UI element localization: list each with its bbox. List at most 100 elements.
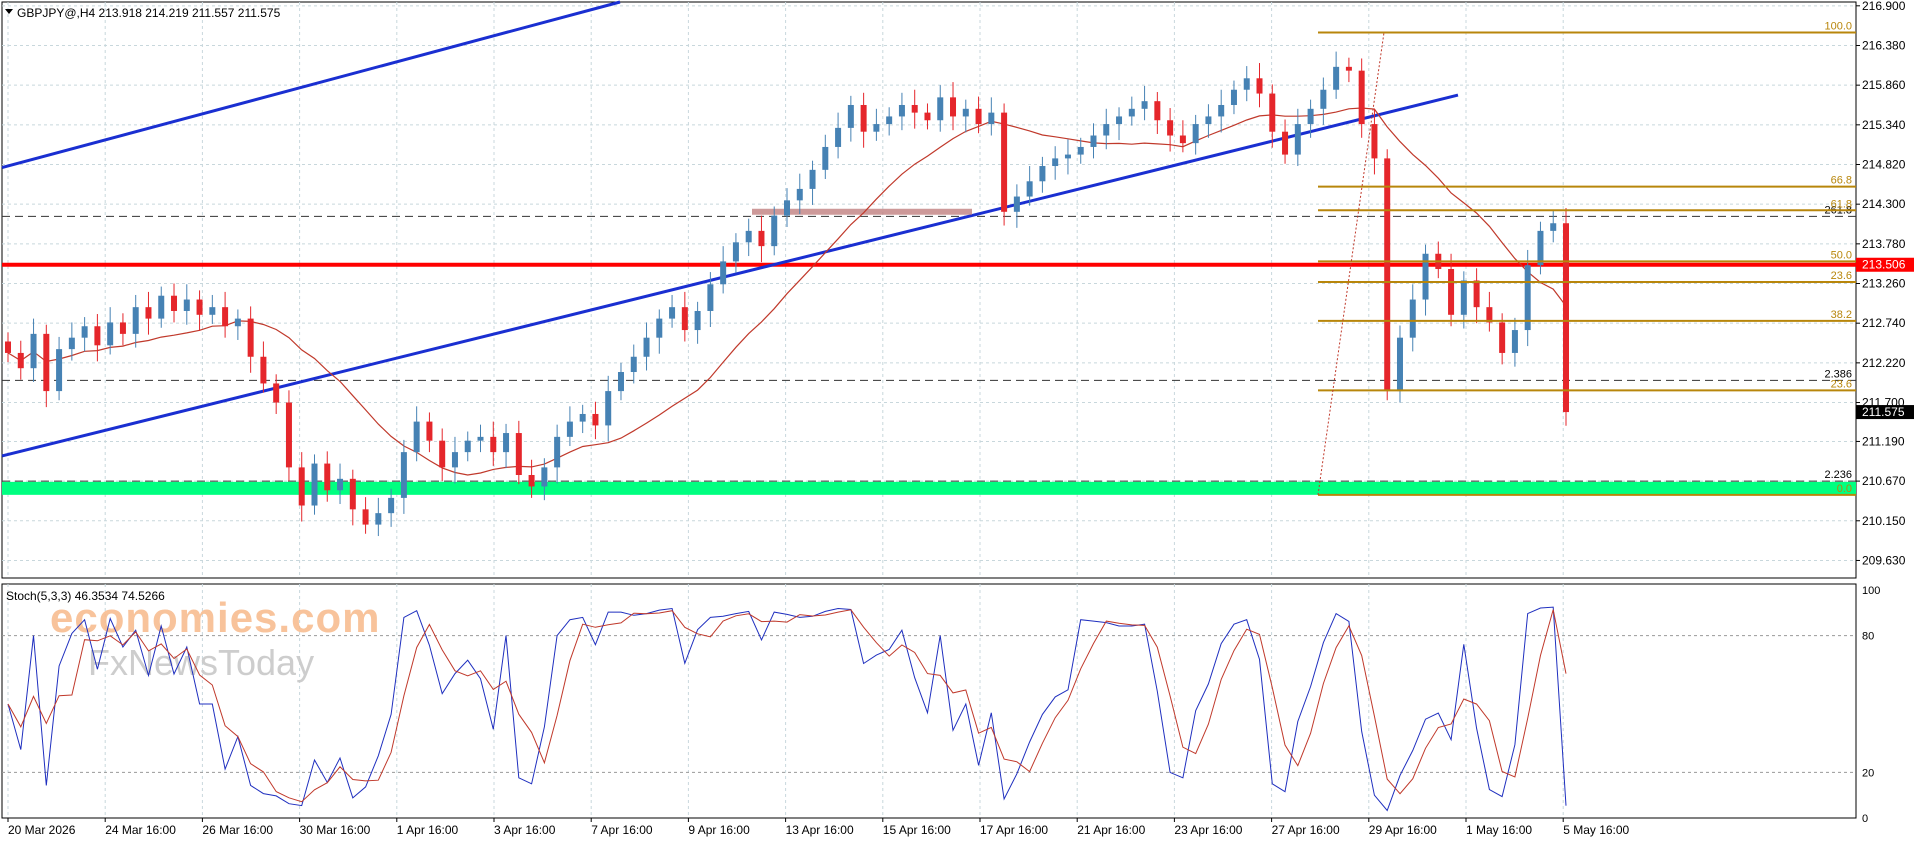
candle-body xyxy=(1269,93,1276,132)
candle-body xyxy=(349,478,356,510)
candle-body xyxy=(898,104,905,117)
fibonacci-retracement[interactable]: 100.0 66.8 61.8 50.0 23.6 38.2 23.6 0.0 xyxy=(1317,21,1856,496)
candle-body xyxy=(68,337,75,350)
candle-body xyxy=(285,402,292,468)
candle-body xyxy=(400,452,407,498)
price-tick-label: 210.150 xyxy=(1862,514,1906,528)
time-tick-label: 23 Apr 16:00 xyxy=(1174,823,1242,837)
candle-body xyxy=(835,127,842,147)
candle-body xyxy=(413,421,420,453)
candle-body xyxy=(720,261,727,285)
candle-body xyxy=(1116,116,1123,125)
candle-body xyxy=(707,284,714,311)
candle-body xyxy=(1358,70,1365,125)
stoch-axis-label: 0 xyxy=(1862,813,1868,825)
candle-body xyxy=(1243,78,1250,90)
candle-body xyxy=(847,104,854,128)
candle-body xyxy=(1064,154,1071,159)
candle-body xyxy=(1039,166,1046,182)
fib-level-label: 61.8 xyxy=(1831,198,1852,210)
candle-body xyxy=(171,295,178,311)
price-tick-label: 216.900 xyxy=(1862,0,1906,13)
price-tick-label: 213.780 xyxy=(1862,237,1906,251)
candle-body xyxy=(477,436,484,441)
candle-body xyxy=(132,307,139,334)
support-zone xyxy=(2,481,1856,495)
stoch-axis-label: 80 xyxy=(1862,631,1874,643)
candle-body xyxy=(1320,89,1327,109)
candle-body xyxy=(860,104,867,132)
candle-body xyxy=(1205,116,1212,125)
candle-body xyxy=(1179,135,1186,144)
candle-body xyxy=(1230,89,1237,105)
price-tick-label: 212.740 xyxy=(1862,316,1906,330)
candle-body xyxy=(94,326,101,346)
candle-body xyxy=(1167,120,1174,136)
candle-body xyxy=(1473,280,1480,308)
chart-header: GBPJPY@,H4 213.918 214.219 211.557 211.5… xyxy=(5,6,281,20)
time-tick-label: 29 Apr 16:00 xyxy=(1369,823,1437,837)
candle-body xyxy=(975,108,982,125)
candle-body xyxy=(962,108,969,117)
time-tick-label: 15 Apr 16:00 xyxy=(883,823,951,837)
channel-lower-line xyxy=(1,93,1459,458)
candle-body xyxy=(617,372,624,392)
candle-body xyxy=(873,124,880,132)
price-tick-label: 214.300 xyxy=(1862,197,1906,211)
stoch-frame xyxy=(1,583,1857,819)
stochastic-panel: Stoch(5,3,3) 46.3534 74.5266 100 80 20 0 xyxy=(2,585,1880,825)
price-tick-label: 215.340 xyxy=(1862,118,1906,132)
candle-body xyxy=(451,452,458,468)
current-level-label: 213.506 xyxy=(1862,258,1906,272)
main-frame xyxy=(1,1,1857,579)
current-level-tag xyxy=(1856,257,1914,272)
highlight-bar xyxy=(752,208,972,215)
candle-body xyxy=(362,509,369,525)
candle-body xyxy=(145,307,152,319)
candle-body xyxy=(158,295,165,319)
candle-body xyxy=(1128,108,1135,117)
candle-body xyxy=(1460,280,1467,315)
stoch-label: Stoch(5,3,3) 46.3534 74.5266 xyxy=(6,589,165,603)
last-price-label: 211.575 xyxy=(1862,405,1905,419)
candle-body xyxy=(311,463,318,506)
candle-body xyxy=(924,112,931,121)
candle-body xyxy=(937,97,944,121)
candle-body xyxy=(1294,124,1301,155)
candle-body xyxy=(1001,112,1008,212)
candle-body xyxy=(196,299,203,315)
time-tick-label: 1 Apr 16:00 xyxy=(397,823,459,837)
time-tick-label: 24 Mar 16:00 xyxy=(105,823,176,837)
time-tick-label: 9 Apr 16:00 xyxy=(688,823,750,837)
candle-body xyxy=(260,356,267,384)
candle-body xyxy=(273,383,280,403)
candle-body xyxy=(43,333,50,392)
candle-body xyxy=(1052,158,1059,167)
time-axis: 20 Mar 2026 24 Mar 16:00 26 Mar 16:00 30 Ma… xyxy=(7,818,1630,837)
candle-body xyxy=(81,326,88,338)
candle-body xyxy=(1486,307,1493,323)
time-tick-label: 27 Apr 16:00 xyxy=(1272,823,1340,837)
candle-body xyxy=(56,349,63,392)
price-tick-label: 214.820 xyxy=(1862,158,1906,172)
fib-level-label: 38.2 xyxy=(1831,309,1852,321)
candle-body xyxy=(809,169,816,189)
time-tick-label: 5 May 16:00 xyxy=(1563,823,1629,837)
candle-body xyxy=(1026,181,1033,197)
watermark-sub: FxNewsToday xyxy=(88,642,314,683)
symbol-info: GBPJPY@,H4 213.918 214.219 211.557 211.5… xyxy=(17,6,281,20)
fib-level-label: 100.0 xyxy=(1824,21,1852,33)
time-tick-label: 20 Mar 2026 xyxy=(8,823,76,837)
candle-body xyxy=(388,497,395,514)
candle-body xyxy=(669,307,676,319)
candle-body xyxy=(324,463,331,491)
price-tick-label: 215.860 xyxy=(1862,78,1906,92)
candle-body xyxy=(337,478,344,491)
candle-body xyxy=(1103,124,1110,136)
trend-lines[interactable] xyxy=(1,0,1459,458)
collapse-triangle-icon[interactable] xyxy=(5,9,13,14)
candle-body xyxy=(1192,124,1199,144)
time-tick-label: 30 Mar 16:00 xyxy=(300,823,371,837)
